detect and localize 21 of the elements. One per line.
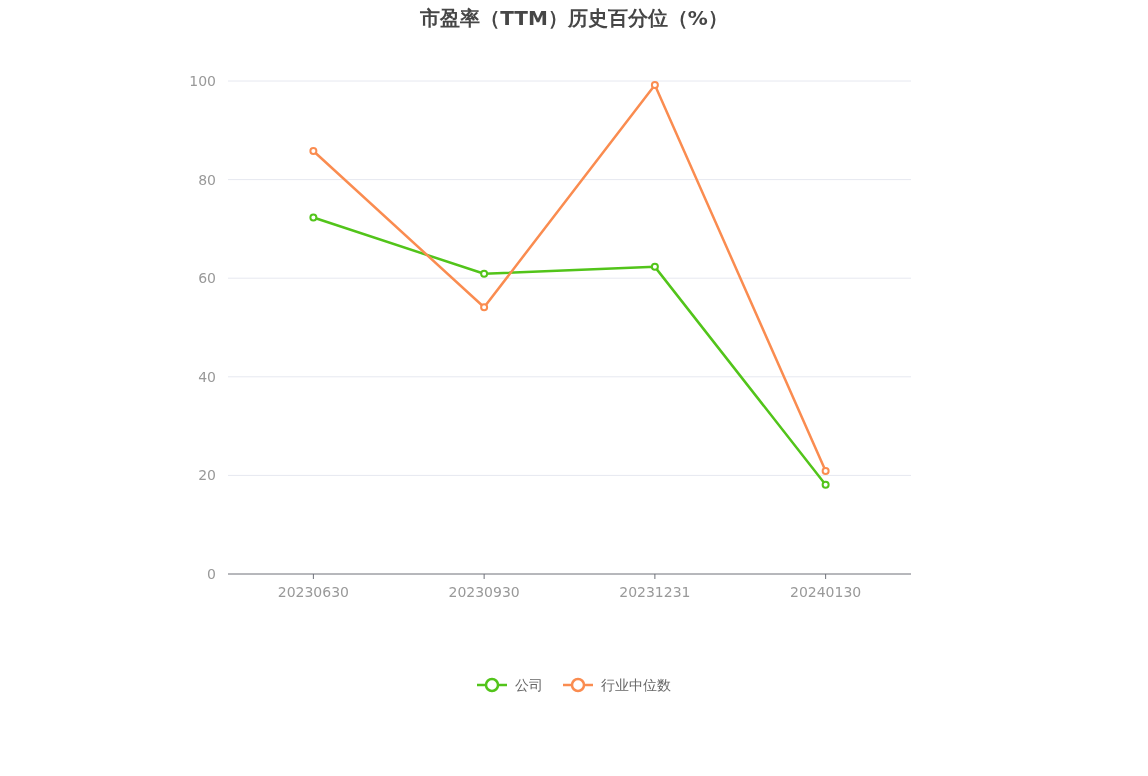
y-tick-label: 40 (198, 368, 216, 385)
y-tick-label: 20 (198, 467, 216, 484)
point (309, 147, 318, 156)
point (480, 303, 489, 312)
x-tick-label: 20240130 (789, 584, 862, 600)
point (821, 480, 830, 489)
legend-label: 公司 (515, 677, 543, 693)
legend-label: 行业中位数 (601, 677, 671, 693)
y-tick-label: 80 (198, 171, 216, 188)
chart-title: 市盈率（TTM）历史百分位（%） (419, 6, 728, 30)
x-tick-label: 20230930 (448, 584, 520, 600)
point (309, 213, 318, 222)
y-tick-label: 0 (207, 566, 216, 582)
point (650, 262, 659, 271)
point (480, 269, 489, 278)
x-tick-label: 20231231 (619, 584, 691, 600)
x-tick-label: 20230630 (277, 584, 350, 600)
point (821, 466, 830, 475)
point (650, 80, 659, 89)
y-tick-label: 60 (198, 270, 216, 287)
y-tick-label: 100 (189, 73, 216, 89)
